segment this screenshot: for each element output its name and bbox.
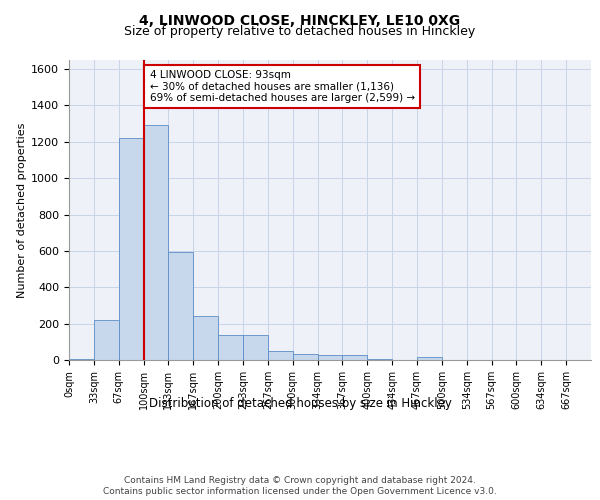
Text: 4 LINWOOD CLOSE: 93sqm
← 30% of detached houses are smaller (1,136)
69% of semi-: 4 LINWOOD CLOSE: 93sqm ← 30% of detached… (149, 70, 415, 103)
Bar (169, 252, 193, 360)
Text: Contains HM Land Registry data © Crown copyright and database right 2024.: Contains HM Land Registry data © Crown c… (124, 476, 476, 485)
Text: Distribution of detached houses by size in Hinckley: Distribution of detached houses by size … (149, 398, 451, 410)
Text: 4, LINWOOD CLOSE, HINCKLEY, LE10 0XG: 4, LINWOOD CLOSE, HINCKLEY, LE10 0XG (139, 14, 461, 28)
Y-axis label: Number of detached properties: Number of detached properties (17, 122, 27, 298)
Text: Size of property relative to detached houses in Hinckley: Size of property relative to detached ho… (124, 25, 476, 38)
Bar (143, 124, 169, 360)
Bar (119, 138, 143, 360)
Text: Contains public sector information licensed under the Open Government Licence v3: Contains public sector information licen… (103, 487, 497, 496)
Bar (69, 359, 94, 360)
Bar (367, 359, 392, 360)
Bar (218, 334, 243, 360)
Bar (317, 356, 343, 360)
Bar (417, 358, 442, 360)
Bar (94, 320, 119, 360)
Bar (268, 350, 293, 360)
Bar (243, 334, 268, 360)
Bar (193, 316, 218, 360)
Bar (293, 354, 317, 360)
Bar (343, 356, 367, 360)
